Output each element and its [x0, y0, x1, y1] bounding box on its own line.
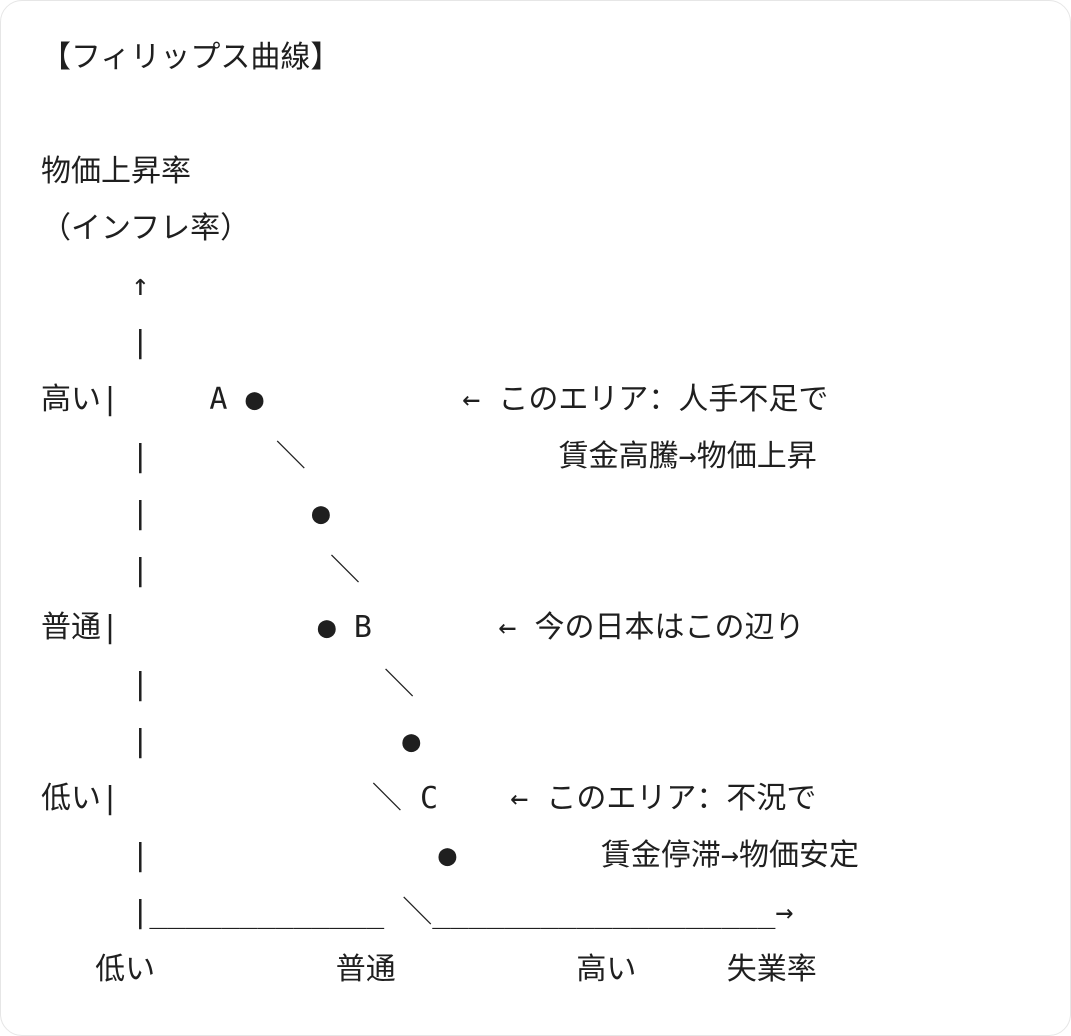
row-low-point-c: 低い| ＼ C ← このエリア：不況で	[41, 781, 817, 816]
y-axis-label: 物価上昇率	[41, 154, 191, 189]
row-high-point-a: 高い| A ● ← このエリア：人手不足で	[41, 382, 829, 417]
blank-line	[41, 86, 859, 143]
curve-row: | ●	[41, 496, 330, 531]
x-axis-line: |_____________ ＼___________________→	[41, 895, 794, 930]
x-axis-labels: 低い 普通 高い 失業率	[41, 952, 817, 987]
row-high-annotation: | ＼ 賃金高騰→物価上昇	[41, 439, 817, 474]
row-normal-point-b: 普通| ● B ← 今の日本はこの辺り	[41, 610, 805, 645]
y-axis-arrow: ↑	[41, 268, 150, 303]
curve-row: | ●	[41, 724, 421, 759]
diagram-title: 【フィリップス曲線】	[41, 40, 341, 75]
phillips-curve-diagram: 【フィリップス曲線】 物価上昇率 （インフレ率） ↑ | 高い| A ● ← このエリ…	[41, 29, 859, 998]
y-axis-sublabel: （インフレ率）	[41, 211, 251, 246]
row-low-annotation: | ● 賃金停滞→物価安定	[41, 838, 859, 873]
curve-row: | ＼	[41, 667, 415, 702]
y-axis-line: |	[41, 325, 150, 360]
curve-row: | ＼	[41, 553, 360, 588]
